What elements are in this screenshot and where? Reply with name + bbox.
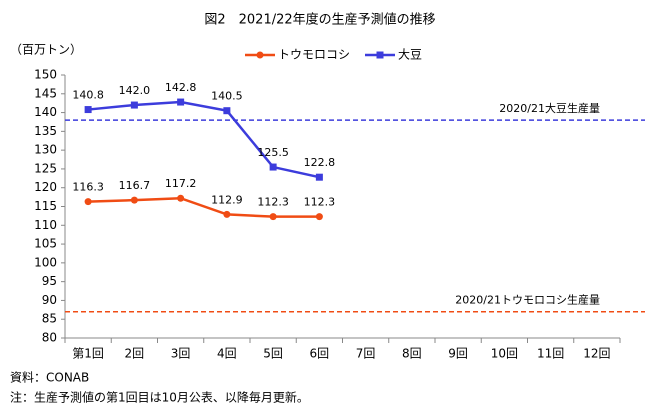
y-tick-label: 135 bbox=[34, 124, 57, 138]
data-label: 116.3 bbox=[72, 181, 104, 194]
marker bbox=[269, 163, 277, 171]
marker bbox=[315, 173, 323, 181]
marker bbox=[177, 194, 185, 202]
data-label: 142.0 bbox=[119, 84, 151, 97]
note: 注：生産予測値の第1回目は10月公表、以降毎月更新。 bbox=[10, 390, 309, 405]
marker bbox=[223, 210, 231, 218]
x-tick-label: 7回 bbox=[356, 347, 376, 361]
y-unit-label: （百万トン） bbox=[10, 43, 82, 57]
y-tick-label: 130 bbox=[34, 143, 57, 157]
y-tick-label: 90 bbox=[42, 293, 57, 307]
x-tick-label: 5回 bbox=[263, 347, 283, 361]
marker bbox=[84, 106, 92, 114]
x-tick-label: 10回 bbox=[491, 347, 518, 361]
legend-marker bbox=[376, 51, 384, 59]
marker bbox=[269, 213, 277, 221]
y-tick-label: 85 bbox=[42, 312, 57, 326]
marker bbox=[223, 107, 231, 115]
y-tick-label: 125 bbox=[34, 161, 57, 175]
chart-title: 図2 2021/22年度の生産予測値の推移 bbox=[204, 12, 435, 28]
marker bbox=[177, 98, 185, 106]
marker bbox=[130, 101, 138, 109]
series-line bbox=[88, 196, 320, 218]
legend-marker bbox=[256, 51, 264, 59]
data-label: 140.8 bbox=[72, 89, 104, 102]
y-tick-label: 95 bbox=[42, 274, 57, 288]
y-tick-label: 145 bbox=[34, 86, 57, 100]
x-tick-label: 11回 bbox=[537, 347, 564, 361]
x-tick-label: 6回 bbox=[310, 347, 330, 361]
x-tick-label: 9回 bbox=[448, 347, 468, 361]
y-tick-label: 115 bbox=[34, 199, 57, 213]
x-tick-label: 4回 bbox=[217, 347, 237, 361]
data-label: 125.5 bbox=[257, 146, 289, 159]
y-tick-label: 150 bbox=[34, 68, 57, 82]
x-tick-label: 12回 bbox=[583, 347, 610, 361]
marker bbox=[84, 198, 92, 206]
series-line bbox=[88, 100, 320, 179]
y-tick-label: 120 bbox=[34, 180, 57, 194]
data-label: 112.3 bbox=[304, 196, 336, 209]
x-tick-label: 2回 bbox=[125, 347, 145, 361]
legend-label: トウモロコシ bbox=[278, 48, 350, 62]
data-label: 112.3 bbox=[257, 196, 289, 209]
y-tick-label: 110 bbox=[34, 218, 57, 232]
data-label: 140.5 bbox=[211, 90, 243, 103]
marker bbox=[315, 213, 323, 221]
y-tick-label: 140 bbox=[34, 105, 57, 119]
y-tick-label: 80 bbox=[42, 331, 57, 345]
data-label: 112.9 bbox=[211, 193, 243, 206]
data-label: 142.8 bbox=[165, 81, 197, 94]
reference-label: 2020/21大豆生産量 bbox=[499, 101, 600, 115]
marker bbox=[130, 196, 138, 204]
x-tick-label: 第1回 bbox=[72, 347, 104, 361]
note: 資料：CONAB bbox=[10, 371, 89, 385]
y-tick-label: 105 bbox=[34, 237, 57, 251]
x-tick-label: 3回 bbox=[171, 347, 191, 361]
data-label: 116.7 bbox=[119, 179, 151, 192]
y-tick-label: 100 bbox=[34, 255, 57, 269]
data-label: 117.2 bbox=[165, 177, 197, 190]
legend-label: 大豆 bbox=[398, 48, 422, 62]
data-label: 122.8 bbox=[304, 156, 336, 169]
reference-label: 2020/21トウモロコシ生産量 bbox=[455, 293, 600, 307]
x-tick-label: 8回 bbox=[402, 347, 422, 361]
